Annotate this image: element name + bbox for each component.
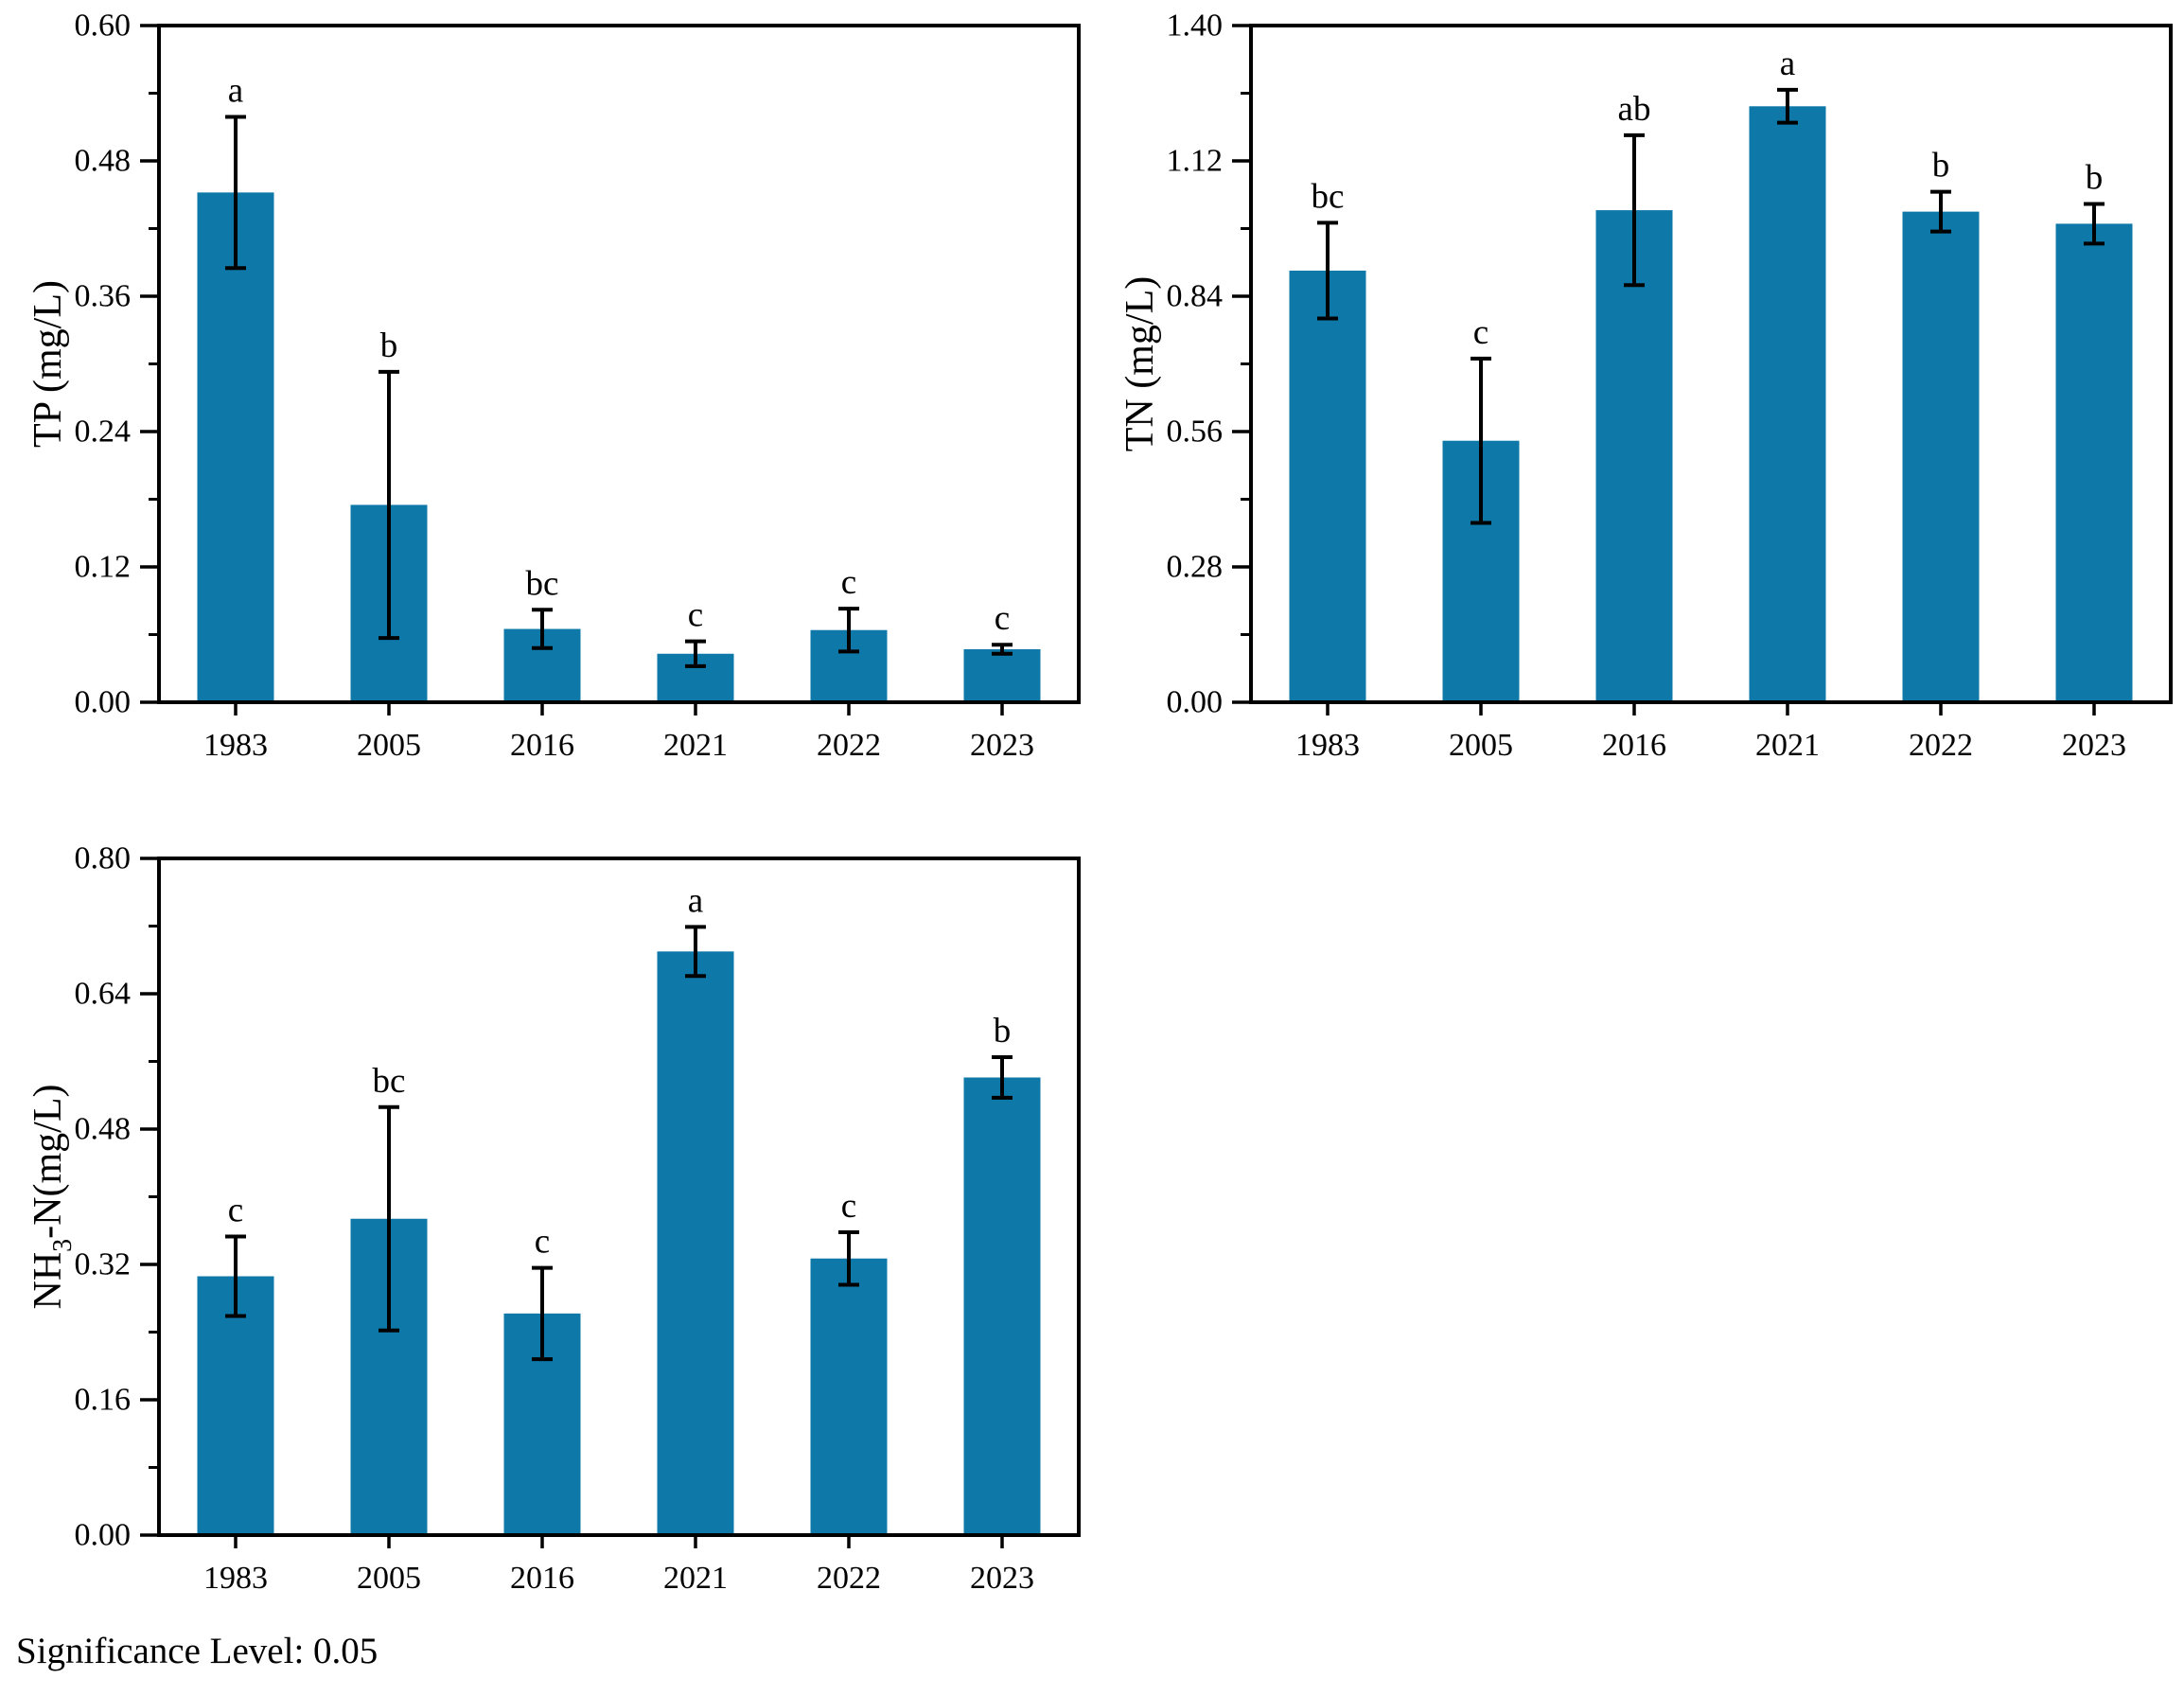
x-tick-label: 1983 bbox=[203, 1561, 268, 1596]
error-bar-2023 bbox=[992, 643, 1013, 656]
x-tick-label: 2021 bbox=[663, 1561, 728, 1596]
bar-2016 bbox=[1595, 210, 1673, 703]
x-tick-label: 2016 bbox=[510, 1561, 574, 1596]
error-bar-2005 bbox=[379, 1104, 399, 1333]
error-bar-2016 bbox=[532, 608, 553, 650]
y-tick-label: 0.64 bbox=[75, 977, 132, 1012]
chart-tp-container: 0.00 0.12 0.24 0.36 0.48 0.60 a 1983 b 2005 bc 2016… bbox=[0, 0, 1092, 824]
sig-letter-2016: bc bbox=[526, 564, 559, 603]
y-axis-label: TP (mg/L) bbox=[26, 280, 70, 448]
error-bar-2005 bbox=[1471, 356, 1491, 525]
y-tick-label: 0.84 bbox=[1167, 279, 1224, 314]
y-tick-label: 0.48 bbox=[75, 144, 132, 179]
x-tick-label: 2016 bbox=[1602, 728, 1666, 763]
sig-letter-1983: c bbox=[228, 1192, 243, 1230]
bar-1983 bbox=[197, 192, 274, 702]
sig-letter-2022: c bbox=[841, 1187, 856, 1226]
sig-letter-2021: c bbox=[688, 596, 703, 635]
x-tick-label: 2021 bbox=[663, 728, 728, 763]
error-bar-2022 bbox=[838, 1230, 859, 1287]
error-bar-2023 bbox=[992, 1055, 1013, 1100]
x-tick-label: 2022 bbox=[1909, 728, 1973, 763]
x-tick-label: 2022 bbox=[817, 728, 881, 763]
x-tick-label: 2005 bbox=[1449, 728, 1513, 763]
error-bar-2005 bbox=[379, 369, 399, 641]
bar-2022 bbox=[810, 1258, 888, 1535]
sig-letter-2022: c bbox=[841, 563, 856, 602]
sig-letter-1983: a bbox=[228, 72, 243, 111]
error-bar-2023 bbox=[2084, 202, 2105, 246]
sig-letter-2021: a bbox=[688, 881, 703, 920]
bar-2022 bbox=[1902, 211, 1980, 702]
y-tick-label: 0.36 bbox=[75, 279, 132, 314]
sig-letter-1983: bc bbox=[1312, 177, 1345, 216]
chart-nh3: 0.000.160.320.480.640.80c1983bc2005c2016… bbox=[26, 841, 1081, 1596]
y-tick-label: 1.12 bbox=[1167, 144, 1224, 179]
chart-tn: 0.000.280.560.841.121.40bc1983c2005ab201… bbox=[1118, 9, 2173, 763]
y-tick-label: 0.00 bbox=[75, 1518, 132, 1553]
y-tick-label: 0.32 bbox=[75, 1247, 132, 1282]
y-tick-label: 0.00 bbox=[1167, 685, 1224, 720]
bar-2023 bbox=[963, 648, 1041, 702]
sig-letter-2016: c bbox=[535, 1223, 550, 1262]
error-bar-2022 bbox=[1930, 189, 1951, 234]
x-tick-label: 2023 bbox=[970, 1561, 1034, 1596]
y-tick-label: 0.12 bbox=[75, 550, 132, 585]
y-tick-label: 0.28 bbox=[1167, 550, 1224, 585]
sig-letter-2005: b bbox=[380, 327, 398, 365]
bar-2021 bbox=[657, 951, 734, 1535]
significance-note: Significance Level: 0.05 bbox=[16, 1631, 379, 1671]
bar-2023 bbox=[2055, 223, 2133, 702]
x-tick-label: 2021 bbox=[1755, 728, 1820, 763]
error-bar-1983 bbox=[1317, 221, 1338, 321]
bar-2023 bbox=[963, 1077, 1041, 1535]
chart-tn-container: 0.00 0.28 0.56 0.84 1.12 1.40 bc 1983 c 2005 ab 201… bbox=[1092, 0, 2184, 824]
error-bar-2016 bbox=[1624, 132, 1645, 288]
y-tick-label: 0.48 bbox=[75, 1112, 132, 1147]
y-axis-label: TN (mg/L) bbox=[1118, 276, 1162, 451]
error-bar-2021 bbox=[1777, 87, 1798, 125]
bar-1983 bbox=[197, 1276, 274, 1535]
y-tick-label: 0.56 bbox=[1167, 415, 1224, 450]
error-bar-1983 bbox=[225, 115, 246, 271]
y-tick-label: 0.00 bbox=[75, 685, 132, 720]
x-tick-label: 2022 bbox=[817, 1561, 881, 1596]
bar-1983 bbox=[1289, 270, 1366, 702]
error-bar-2022 bbox=[838, 607, 859, 654]
sig-letter-2023: b bbox=[994, 1012, 1012, 1051]
plot-box bbox=[1249, 24, 2173, 704]
error-bar-1983 bbox=[225, 1234, 246, 1318]
y-tick-label: 0.24 bbox=[75, 415, 132, 450]
sig-letter-2022: b bbox=[1932, 147, 1950, 186]
plot-box bbox=[157, 24, 1081, 704]
x-tick-label: 2005 bbox=[357, 1561, 421, 1596]
sig-letter-2005: bc bbox=[373, 1062, 406, 1101]
sig-letter-2005: c bbox=[1473, 313, 1488, 352]
y-tick-label: 0.60 bbox=[75, 9, 132, 44]
y-tick-label: 1.40 bbox=[1167, 9, 1224, 44]
x-tick-label: 1983 bbox=[1295, 728, 1360, 763]
bar-2021 bbox=[1749, 106, 1826, 702]
error-bar-2021 bbox=[685, 925, 706, 979]
x-tick-label: 1983 bbox=[203, 728, 268, 763]
x-tick-label: 2005 bbox=[357, 728, 421, 763]
sig-letter-2016: ab bbox=[1618, 90, 1651, 129]
y-tick-label: 0.16 bbox=[75, 1383, 132, 1418]
sig-letter-2023: b bbox=[2086, 158, 2104, 197]
error-bar-2021 bbox=[685, 639, 706, 668]
chart-tp: 0.00 0.12 0.24 0.36 0.48 0.60 a 1983 b 2005 bc 2016… bbox=[26, 9, 1081, 763]
plot-box bbox=[157, 857, 1081, 1537]
x-tick-label: 2023 bbox=[2062, 728, 2126, 763]
y-axis-label: NH3-N(mg/L) bbox=[26, 1085, 78, 1310]
y-tick-label: 0.80 bbox=[75, 841, 132, 876]
error-bar-2016 bbox=[532, 1265, 553, 1362]
sig-letter-2021: a bbox=[1780, 44, 1795, 83]
sig-letter-2023: c bbox=[995, 599, 1010, 638]
x-tick-label: 2023 bbox=[970, 728, 1034, 763]
chart-nh3-container: 0.00 0.16 0.32 0.48 0.64 0.80 c 1983 bc 2005 c 2016… bbox=[0, 833, 1092, 1657]
x-tick-label: 2016 bbox=[510, 728, 574, 763]
